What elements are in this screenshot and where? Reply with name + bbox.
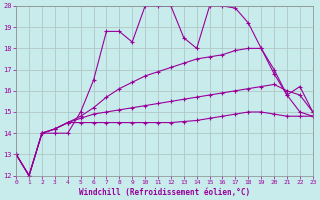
X-axis label: Windchill (Refroidissement éolien,°C): Windchill (Refroidissement éolien,°C)	[79, 188, 250, 197]
